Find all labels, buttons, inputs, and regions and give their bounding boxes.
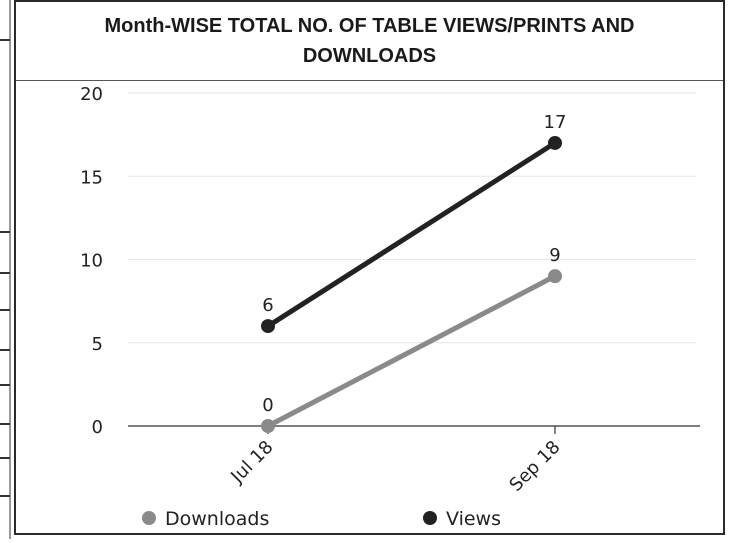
data-point [548, 135, 562, 150]
x-tick-label: Jul 18 [226, 437, 277, 488]
chart-frame: Month-WISE TOTAL NO. OF TABLE VIEWS/PRIN… [14, 0, 725, 535]
chart-title: Month-WISE TOTAL NO. OF TABLE VIEWS/PRIN… [104, 15, 635, 67]
legend-label: Views [446, 508, 501, 530]
left-margin-marks [0, 0, 14, 539]
data-label: 17 [544, 112, 567, 133]
grid-lines [128, 92, 696, 344]
data-label: 0 [262, 395, 273, 416]
y-tick-label: 10 [80, 251, 103, 272]
legend-marker-downloads [142, 511, 156, 525]
series-line-downloads [265, 273, 558, 429]
y-tick-label: 5 [92, 334, 103, 355]
series-line-views [265, 140, 558, 329]
data-point [261, 319, 275, 334]
legend-label: Downloads [165, 508, 269, 530]
y-tick-label: 20 [80, 84, 103, 105]
chart-title-box: Month-WISE TOTAL NO. OF TABLE VIEWS/PRIN… [16, 2, 723, 81]
y-axis-ticks: 0 5 10 15 20 [80, 84, 103, 438]
y-tick-label: 0 [92, 417, 103, 438]
x-tick-label: Sep 18 [505, 437, 564, 496]
data-label: 9 [549, 245, 560, 266]
data-point [261, 419, 275, 433]
legend: Downloads Views [142, 508, 501, 530]
y-tick-label: 15 [80, 167, 103, 188]
x-axis: Jul 18 Sep 18 [128, 425, 700, 496]
series-lines: 0 9 6 17 [261, 112, 566, 433]
legend-marker-views [423, 511, 437, 525]
data-point [548, 269, 562, 284]
data-label: 6 [262, 295, 273, 316]
